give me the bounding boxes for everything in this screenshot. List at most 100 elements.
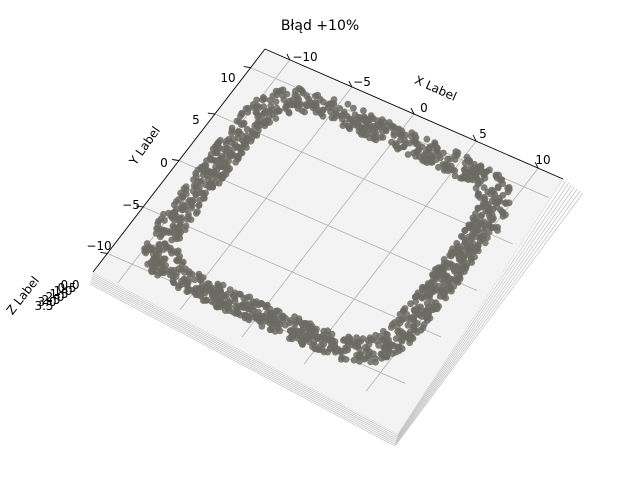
scatter-point <box>440 166 448 174</box>
scatter-point <box>292 87 299 95</box>
z-tick-label: 1.5 <box>49 287 68 301</box>
scatter-point <box>176 222 184 229</box>
y-tick-label: 0 <box>160 156 168 170</box>
scatter-point <box>319 332 327 339</box>
scatter-point <box>431 305 438 313</box>
scatter-point <box>331 348 339 356</box>
scatter-point <box>495 194 503 202</box>
scatter-point <box>465 233 473 241</box>
scatter-point <box>234 155 242 163</box>
scatter-point <box>281 321 289 329</box>
scatter-point <box>231 297 239 305</box>
scatter-point <box>395 144 403 152</box>
scatter-point <box>173 235 181 243</box>
y-tick-label: −5 <box>122 198 140 212</box>
scatter-point <box>170 279 178 286</box>
scatter-point <box>494 227 501 234</box>
y-tick <box>171 159 180 161</box>
scatter-point <box>175 255 183 263</box>
scatter-point <box>236 311 244 319</box>
scatter-point <box>497 176 504 184</box>
scatter-point <box>203 297 210 304</box>
scatter-point <box>242 311 249 319</box>
scatter-point <box>168 249 176 257</box>
scatter-point <box>197 189 205 197</box>
scatter-point <box>367 358 374 366</box>
side-walls <box>89 178 584 447</box>
scatter-point <box>270 314 278 322</box>
scatter-point <box>214 302 222 310</box>
side-line <box>91 275 398 438</box>
scatter-point <box>355 353 363 361</box>
scatter-point <box>354 342 362 350</box>
pane-edges <box>92 48 564 273</box>
scatter-point <box>474 241 482 249</box>
scatter-point <box>478 220 486 227</box>
x-tick <box>348 80 353 88</box>
scatter-point <box>161 229 169 237</box>
x-tick-label: 5 <box>479 127 487 141</box>
scatter-point <box>297 338 305 346</box>
scatter-point <box>202 162 210 170</box>
scatter-point <box>387 324 395 331</box>
scatter-point <box>422 149 430 156</box>
scatter-point <box>204 280 212 287</box>
scatter-point <box>194 178 202 186</box>
scatter-point <box>345 124 353 132</box>
scatter-point <box>406 339 414 347</box>
scatter-point <box>340 337 347 344</box>
scatter-point <box>382 126 390 134</box>
scatter-point <box>311 92 319 100</box>
scatter-point <box>328 114 336 122</box>
scatter-point <box>260 94 267 101</box>
scatter-point <box>155 245 163 252</box>
scatter-point <box>487 224 495 232</box>
scatter-point <box>184 215 191 223</box>
x-tick-labels: −10 −5 0 5 10 <box>292 50 550 167</box>
scatter-point <box>263 119 270 127</box>
scatter-point <box>328 330 336 338</box>
scatter-point <box>182 222 190 230</box>
scatter-point <box>180 203 188 211</box>
scatter-point <box>451 167 459 175</box>
x-tick-label: −5 <box>353 75 371 89</box>
scatter-point <box>254 102 262 110</box>
z-tick-labels: 0.0 0.5 1.0 1.5 2.0 2.5 3.0 3.5 <box>34 278 79 313</box>
scatter-point <box>417 303 424 311</box>
scatter-point <box>296 332 304 340</box>
scatter-point <box>471 253 478 261</box>
scatter-point <box>204 175 212 183</box>
scatter-point <box>437 272 445 279</box>
scatter-point <box>505 184 513 191</box>
scatter-point <box>209 170 217 178</box>
scatter-point <box>141 245 149 253</box>
scatter-point <box>470 216 478 224</box>
side-line <box>396 184 572 440</box>
scatter-point <box>200 194 208 202</box>
scatter-point <box>228 124 236 132</box>
scatter-point <box>272 87 280 95</box>
scatter-point <box>372 331 379 339</box>
scatter-point <box>446 155 454 163</box>
scatter-point <box>156 233 164 241</box>
scatter-point <box>276 107 283 115</box>
scatter-point <box>219 281 227 289</box>
scatter-point <box>169 222 177 230</box>
scatter-point <box>390 132 398 139</box>
scatter-point <box>461 226 469 234</box>
scatter-point <box>316 95 324 103</box>
scatter-point <box>331 106 339 114</box>
scatter-point <box>303 332 310 340</box>
scatter-point <box>226 152 234 160</box>
scatter-point <box>259 111 266 119</box>
scatter-point <box>452 263 460 270</box>
scatter-point <box>288 328 296 335</box>
scatter-point <box>502 200 509 208</box>
scatter-point <box>447 162 455 170</box>
side-line <box>92 273 398 437</box>
scatter-point <box>185 268 193 275</box>
scatter-point <box>147 245 155 253</box>
scatter-point <box>267 102 275 110</box>
scatter-point <box>317 110 325 117</box>
